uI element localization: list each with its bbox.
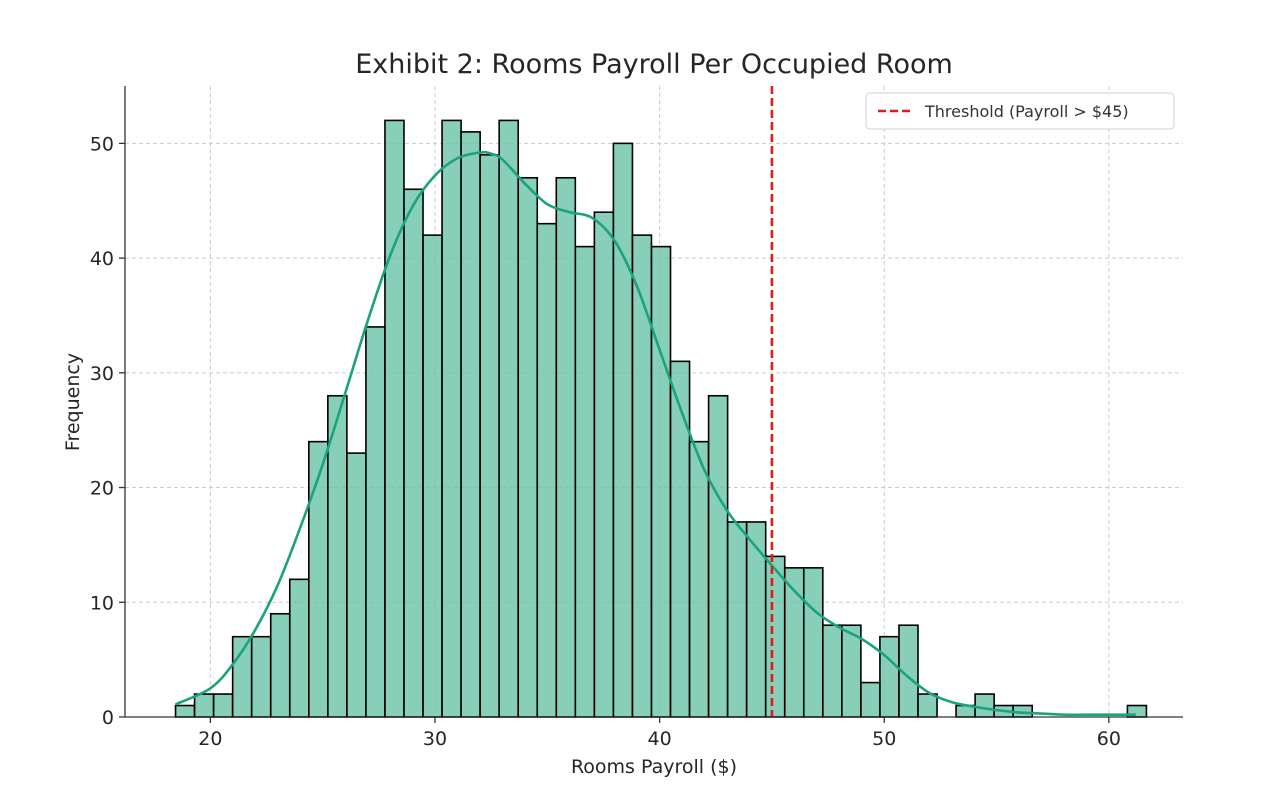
y-tick-label: 0	[102, 707, 114, 729]
histogram-bar	[879, 635, 900, 718]
axes	[124, 86, 1183, 718]
histogram-bar	[460, 131, 481, 718]
kde-curve	[174, 150, 1136, 717]
histogram-bar	[974, 693, 995, 718]
histogram-bar	[231, 635, 253, 718]
y-axis-label: Frequency	[62, 353, 84, 451]
legend-threshold-label: Threshold (Payroll > $45)	[924, 102, 1129, 121]
histogram-bar	[365, 326, 386, 718]
histogram-bar	[441, 119, 462, 718]
histogram-bar	[593, 211, 615, 718]
histogram-bar	[802, 567, 824, 718]
legend-box	[865, 92, 1175, 130]
y-tick-label: 30	[90, 363, 114, 385]
x-axis-label: Rooms Payroll ($)	[571, 756, 737, 778]
histogram-bar	[269, 612, 291, 718]
chart-title: Exhibit 2: Rooms Payroll Per Occupied Ro…	[355, 49, 953, 80]
histogram-bar	[498, 119, 520, 718]
histogram-bar	[745, 521, 767, 718]
histogram-bar	[669, 360, 691, 718]
y-tick-label: 40	[90, 248, 114, 270]
legend: Threshold (Payroll > $45)	[865, 92, 1175, 130]
y-tick-label: 10	[90, 592, 114, 614]
histogram-bar	[631, 234, 653, 718]
x-ticks: 20 30 40 50 60	[198, 717, 1121, 750]
histogram-bar	[517, 176, 539, 718]
histogram-bar	[612, 142, 634, 718]
histogram-bar	[707, 394, 729, 718]
histogram-bar	[726, 521, 748, 718]
histogram-bar	[917, 693, 938, 718]
histogram-bar	[422, 234, 443, 718]
histogram-bar	[822, 624, 843, 718]
histogram-bar	[308, 440, 329, 718]
histogram-bar	[688, 440, 710, 718]
bars-group	[174, 119, 1148, 718]
histogram-bar	[250, 635, 272, 718]
histogram-bar	[212, 693, 234, 718]
x-tick-label: 20	[198, 728, 222, 750]
histogram-bar	[574, 245, 596, 718]
x-tick-label: 40	[648, 728, 672, 750]
histogram-bar	[555, 176, 577, 718]
histogram-bar	[536, 222, 558, 718]
histogram-bar	[384, 119, 405, 718]
y-ticks: 0 10 20 30 40 50	[90, 133, 125, 729]
histogram-bar	[860, 681, 881, 718]
histogram-bar	[403, 188, 424, 718]
histogram-bar	[193, 693, 215, 718]
x-tick-label: 30	[423, 728, 447, 750]
histogram-bar	[841, 624, 862, 718]
histogram-bar	[479, 154, 500, 718]
x-tick-label: 60	[1097, 728, 1121, 750]
histogram-bar	[764, 555, 786, 718]
histogram-bar	[650, 245, 672, 718]
histogram-bar	[346, 452, 367, 718]
histogram-bar	[288, 578, 310, 718]
kde-curve-group	[174, 150, 1136, 717]
x-tick-label: 50	[872, 728, 896, 750]
y-tick-label: 20	[90, 478, 114, 500]
histogram-bar	[174, 704, 196, 718]
y-tick-label: 50	[90, 133, 114, 155]
